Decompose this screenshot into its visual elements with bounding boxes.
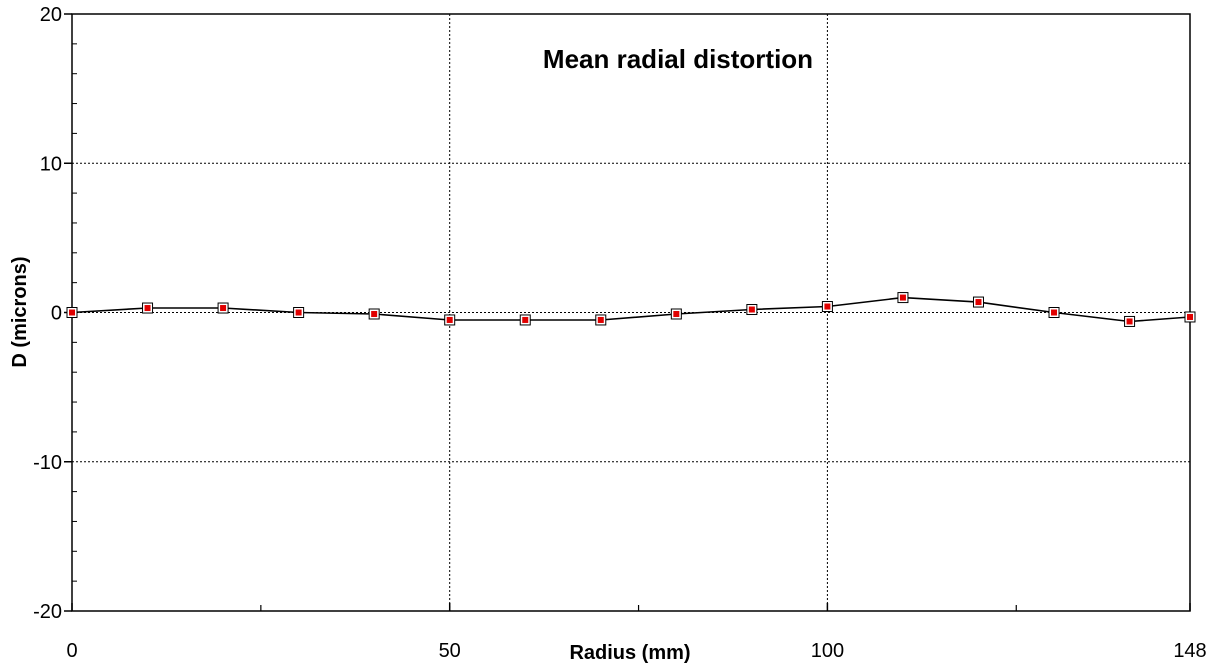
plot-area bbox=[71, 13, 1191, 612]
data-point-fill bbox=[295, 309, 302, 316]
data-point-fill bbox=[824, 303, 831, 310]
grid-lines bbox=[72, 14, 1190, 611]
chart-title: Mean radial distortion bbox=[543, 44, 813, 74]
y-tick-label: 20 bbox=[40, 4, 62, 26]
x-tick-label: 0 bbox=[66, 640, 77, 662]
data-point-fill bbox=[446, 316, 453, 323]
x-tick-label: 100 bbox=[811, 640, 844, 662]
data-point-fill bbox=[144, 305, 151, 312]
data-point-fill bbox=[899, 294, 906, 301]
y-axis-title: D (microns) bbox=[9, 256, 31, 367]
data-point-fill bbox=[220, 305, 227, 312]
data-point-fill bbox=[371, 310, 378, 317]
x-tick-label: 50 bbox=[439, 640, 461, 662]
y-tick-label: -10 bbox=[33, 452, 62, 474]
data-point-fill bbox=[975, 299, 982, 306]
data-point-fill bbox=[522, 316, 529, 323]
data-point-fill bbox=[1126, 318, 1133, 325]
data-point-fill bbox=[673, 310, 680, 317]
series-group bbox=[66, 292, 1196, 327]
data-point-fill bbox=[748, 306, 755, 313]
y-tick-label: 0 bbox=[51, 303, 62, 325]
y-tick-label: -20 bbox=[33, 601, 62, 623]
data-point-fill bbox=[69, 309, 75, 316]
series-line bbox=[71, 296, 1191, 323]
data-point-fill bbox=[597, 316, 604, 323]
x-axis-title: Radius (mm) bbox=[569, 642, 690, 664]
tick-labels: -20 -10 0 10 20 0 50 100 148 bbox=[33, 4, 1207, 662]
x-tick-label: 148 bbox=[1173, 640, 1206, 662]
data-point-fill bbox=[1187, 313, 1193, 320]
y-tick-label: 10 bbox=[40, 153, 62, 175]
data-point-fill bbox=[1051, 309, 1058, 316]
